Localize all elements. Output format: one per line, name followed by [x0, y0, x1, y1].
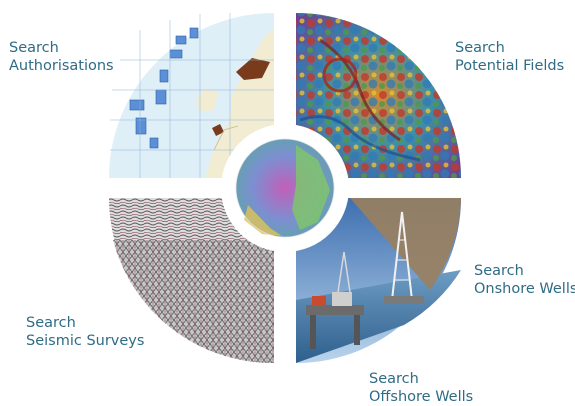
search-seismic-surveys-line1: Search [26, 315, 76, 331]
search-seismic-surveys-link[interactable]: Search Seismic Surveys [26, 314, 144, 350]
authorisations-map-quadrant[interactable] [109, 13, 274, 178]
search-potential-fields-link[interactable]: Search Potential Fields [455, 39, 564, 75]
search-potential-fields-line2: Potential Fields [455, 58, 565, 74]
search-onshore-wells-link[interactable]: Search Onshore Wells [474, 262, 575, 298]
seismic-surveys-quadrant[interactable] [109, 198, 274, 364]
search-authorisations-line1: Search [9, 40, 59, 56]
potential-fields-quadrant[interactable] [296, 13, 461, 178]
search-offshore-wells-link[interactable]: Search Offshore Wells [369, 370, 473, 406]
offshore-rig [306, 251, 364, 349]
search-offshore-wells-line1: Search [369, 371, 419, 387]
search-offshore-wells-line2: Offshore Wells [369, 389, 474, 405]
search-onshore-wells-line2: Onshore Wells [474, 281, 575, 297]
search-authorisations-line2: Authorisations [9, 58, 114, 74]
search-onshore-wells-line1: Search [474, 263, 524, 279]
wells-quadrant[interactable] [296, 198, 461, 363]
search-seismic-surveys-line2: Seismic Surveys [26, 333, 145, 349]
search-potential-fields-line1: Search [455, 40, 505, 56]
onshore-rig [384, 211, 424, 304]
search-authorisations-link[interactable]: Search Authorisations [9, 39, 114, 75]
